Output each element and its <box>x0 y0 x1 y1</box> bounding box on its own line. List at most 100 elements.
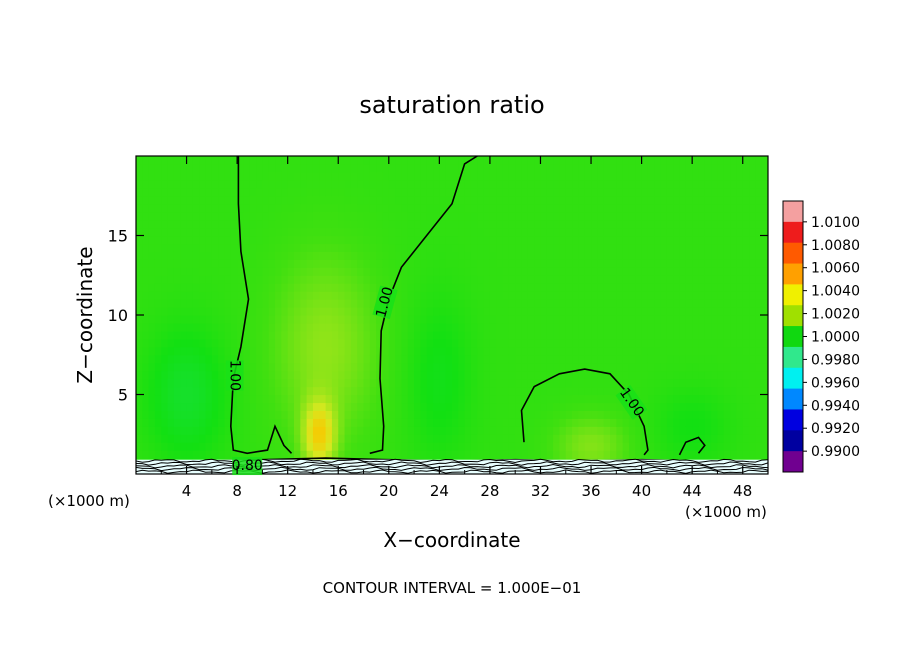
heatmap-cell <box>414 426 421 435</box>
heatmap-cell <box>666 338 674 348</box>
heatmap-cell <box>736 370 744 380</box>
heatmap-cell <box>173 163 181 173</box>
heatmap-cell <box>395 275 403 284</box>
heatmap-cell <box>262 203 270 213</box>
heatmap-cell <box>338 267 346 276</box>
heatmap-cell <box>363 195 371 205</box>
heatmap-cell <box>603 163 611 173</box>
heatmap-cell <box>534 291 542 300</box>
heatmap-cell <box>230 450 238 459</box>
heatmap-cell <box>496 378 504 388</box>
heatmap-cell <box>161 362 169 372</box>
heatmap-cell <box>205 315 213 324</box>
heatmap-cell <box>477 338 485 348</box>
heatmap-cell <box>401 179 409 189</box>
heatmap-cell <box>161 283 169 292</box>
heatmap-cell <box>502 434 510 443</box>
heatmap-cell <box>660 163 668 173</box>
heatmap-cell <box>559 330 567 340</box>
heatmap-cell <box>458 307 466 316</box>
heatmap-cell <box>635 450 643 459</box>
heatmap-cell <box>243 450 251 459</box>
heatmap-cell <box>262 418 270 427</box>
heatmap-cell <box>445 227 453 237</box>
heatmap-cell <box>723 450 731 459</box>
heatmap-cell <box>546 315 554 324</box>
heatmap-cell <box>603 338 611 348</box>
heatmap-cell <box>281 163 289 173</box>
heatmap-cell <box>281 187 289 197</box>
heatmap-cell <box>294 187 301 197</box>
heatmap-cell <box>344 251 352 260</box>
heatmap-cell <box>154 315 162 324</box>
heatmap-cell <box>666 426 674 435</box>
heatmap-cell <box>591 267 598 276</box>
heatmap-cell <box>749 179 756 189</box>
heatmap-cell <box>439 307 447 316</box>
heatmap-cell <box>508 243 516 252</box>
heatmap-cell <box>736 227 744 237</box>
heatmap-cell <box>249 418 257 427</box>
heatmap-cell <box>698 299 706 308</box>
heatmap-cell <box>300 283 308 292</box>
heatmap-cell <box>628 434 636 443</box>
heatmap-cell <box>262 370 270 380</box>
heatmap-cell <box>433 315 440 324</box>
heatmap-cell <box>692 370 700 380</box>
heatmap-cell <box>294 370 301 380</box>
heatmap-cell <box>591 418 598 427</box>
heatmap-cell <box>407 330 415 340</box>
heatmap-cell <box>641 354 649 364</box>
heatmap-cell <box>211 275 219 284</box>
heatmap-cell <box>350 402 358 411</box>
heatmap-cell <box>698 410 706 419</box>
heatmap-cell <box>382 211 390 221</box>
heatmap-cell <box>761 195 768 205</box>
heatmap-cell <box>489 203 497 213</box>
heatmap-cell <box>173 259 181 268</box>
heatmap-cell <box>306 450 314 459</box>
heatmap-cell <box>218 410 226 419</box>
heatmap-cell <box>464 426 472 435</box>
heatmap-cell <box>331 171 339 181</box>
heatmap-cell <box>521 354 529 364</box>
heatmap-cell <box>167 163 175 173</box>
heatmap-cell <box>363 179 371 189</box>
heatmap-cell <box>420 307 428 316</box>
heatmap-cell <box>180 163 188 173</box>
heatmap-cell <box>173 322 181 332</box>
heatmap-cell <box>161 275 169 284</box>
heatmap-cell <box>521 307 529 316</box>
heatmap-cell <box>224 203 232 213</box>
heatmap-cell <box>249 434 257 443</box>
heatmap-cell <box>306 171 314 181</box>
contour-label: 0.80 <box>232 458 263 474</box>
heatmap-cell <box>761 410 768 419</box>
heatmap-cell <box>376 163 384 173</box>
heatmap-cell <box>704 394 712 404</box>
heatmap-cell <box>224 227 232 237</box>
heatmap-cell <box>761 386 768 396</box>
heatmap-cell <box>452 291 459 300</box>
heatmap-cell <box>742 171 750 181</box>
heatmap-cell <box>237 275 245 284</box>
heatmap-cell <box>616 370 624 380</box>
heatmap-cell <box>559 307 567 316</box>
heatmap-cell <box>407 315 415 324</box>
heatmap-cell <box>685 163 693 173</box>
heatmap-cell <box>211 251 219 260</box>
heatmap-cell <box>483 338 491 348</box>
heatmap-cell <box>300 322 308 332</box>
heatmap-cell <box>458 299 466 308</box>
heatmap-cell <box>312 426 320 435</box>
heatmap-cell <box>420 450 428 459</box>
heatmap-cell <box>654 354 662 364</box>
heatmap-cell <box>369 203 377 213</box>
heatmap-cell <box>344 219 352 229</box>
heatmap-cell <box>628 227 636 237</box>
heatmap-cell <box>452 227 459 237</box>
heatmap-cell <box>578 378 586 388</box>
heatmap-cell <box>723 370 731 380</box>
heatmap-cell <box>199 330 207 340</box>
heatmap-cell <box>325 370 333 380</box>
